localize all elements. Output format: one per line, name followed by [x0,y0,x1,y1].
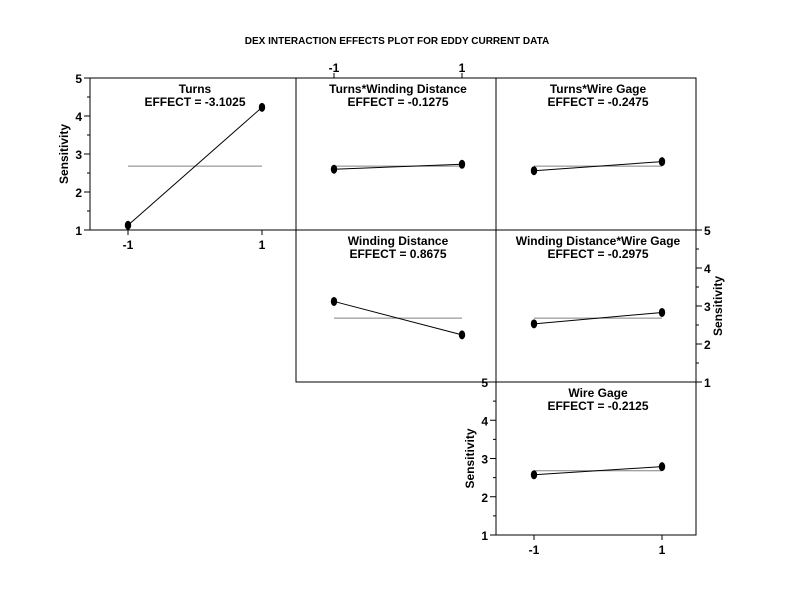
effect-line [127,106,263,226]
data-point [458,159,466,169]
data-point [530,470,538,480]
y-tick-label: 4 [481,414,488,428]
y-tick-label: 4 [75,110,82,124]
y-axis-label: Sensitivity [711,276,725,336]
x-tick-label: 1 [659,543,666,557]
y-tick-label: 5 [75,72,82,86]
data-point [530,319,538,329]
y-tick-label: 1 [481,529,488,543]
x-tick-label: -1 [123,238,134,252]
panel-title: Turns [179,82,212,96]
panel-effect-label: EFFECT = -0.1275 [347,95,448,109]
y-tick-label: 5 [704,224,711,238]
data-point [530,166,538,176]
panel-effect-label: EFFECT = 0.8675 [349,247,446,261]
y-tick-label: 4 [704,262,711,276]
panel-title: Turns*Wire Gage [550,82,647,96]
data-point [658,307,666,317]
panel-effect-label: EFFECT = -0.2975 [547,247,648,261]
data-point [124,220,132,230]
y-axis-label: Sensitivity [57,124,71,184]
panel-effect-label: EFFECT = -0.2125 [547,399,648,413]
y-tick-label: 2 [704,338,711,352]
panel-title: Turns*Winding Distance [329,82,467,96]
effect-line [533,311,663,325]
x-tick-label: -1 [329,61,340,75]
panel-effect-label: EFFECT = -3.1025 [144,95,245,109]
figure-title: DEX INTERACTION EFFECTS PLOT FOR EDDY CU… [245,36,549,47]
y-axis-label: Sensitivity [463,428,477,488]
panel-title: Winding Distance [348,234,449,248]
data-point [330,164,338,174]
y-tick-label: 1 [75,224,82,238]
panel-title: Wire Gage [568,386,628,400]
y-tick-label: 5 [481,376,488,390]
data-point [658,157,666,167]
y-tick-label: 3 [481,453,488,467]
effect-line [533,161,663,172]
effect-line [533,466,663,476]
data-point [458,330,466,340]
panel-title: Winding Distance*Wire Gage [516,234,681,248]
effect-line [333,300,463,336]
y-tick-label: 3 [704,300,711,314]
y-tick-label: 1 [704,376,711,390]
x-tick-label: -1 [529,543,540,557]
y-tick-label: 2 [481,491,488,505]
x-tick-label: 1 [459,61,466,75]
data-point [658,462,666,472]
y-tick-label: 2 [75,186,82,200]
effect-line [333,163,463,170]
y-tick-label: 3 [75,148,82,162]
x-tick-label: 1 [259,238,266,252]
data-point [258,102,266,112]
data-point [330,296,338,306]
panel-effect-label: EFFECT = -0.2475 [547,95,648,109]
